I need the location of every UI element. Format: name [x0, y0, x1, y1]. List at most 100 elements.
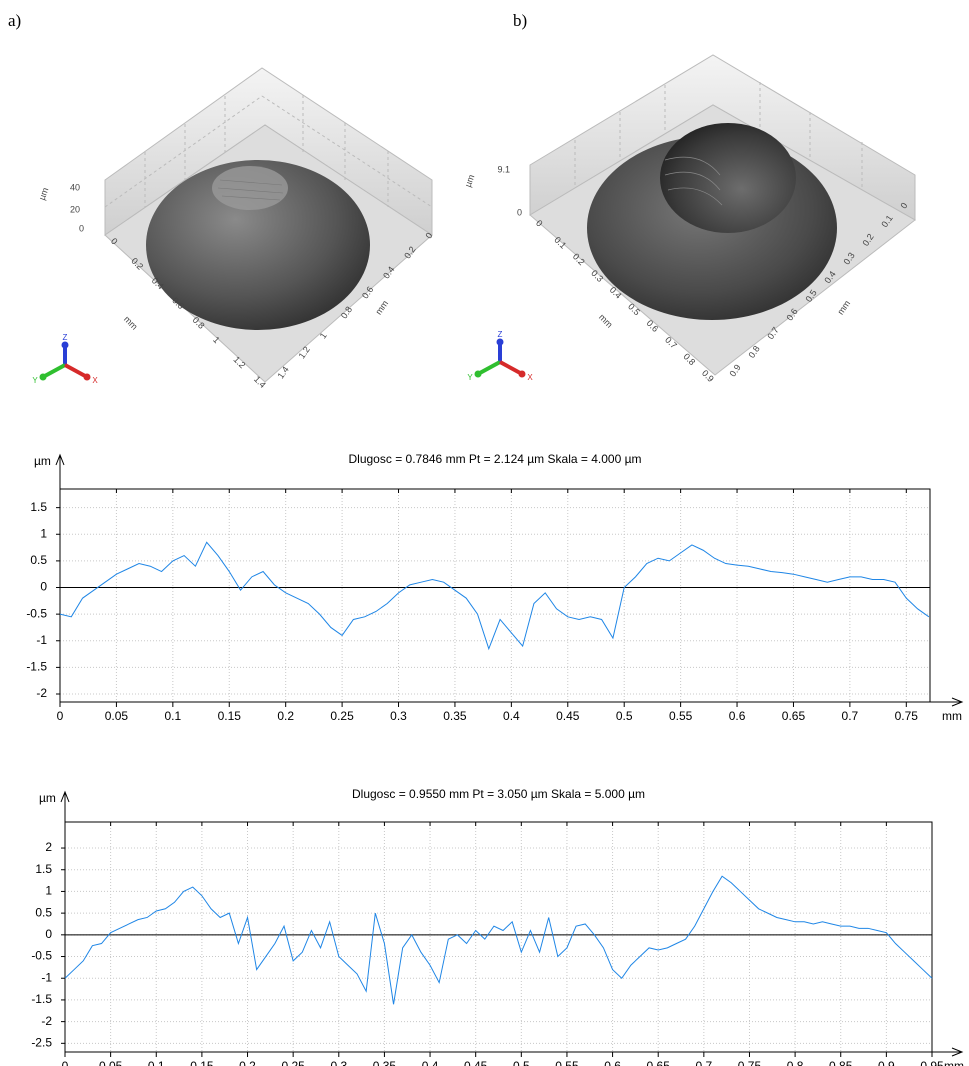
axis-glyph-label: Y	[467, 373, 473, 382]
axis-glyph-tip	[84, 374, 91, 381]
x-tick-label: 0	[62, 1059, 69, 1066]
x-tick-label: 0	[57, 709, 64, 723]
x-tick-label: 0.4	[422, 1059, 439, 1066]
x-tick-label: 0.1	[148, 1059, 165, 1066]
x-tick-label: 0.35	[443, 709, 467, 723]
y-tick-label: 0.5	[30, 553, 47, 567]
y-tick-label: 1	[45, 884, 52, 898]
render-a	[105, 68, 432, 382]
axis-glyph-tip	[475, 371, 482, 378]
x-tick-label: 0.05	[99, 1059, 123, 1066]
x-tick-label: 0.2	[277, 709, 294, 723]
y-tick-label: -0.5	[31, 949, 52, 963]
axis-glyph	[43, 365, 65, 377]
z-tick-label: 0	[79, 223, 84, 233]
x-tick-label: 0.65	[647, 1059, 671, 1066]
plot-frame	[60, 489, 930, 702]
x-tick-label: 0.3	[390, 709, 407, 723]
z-tick-label: 0	[517, 207, 522, 217]
axis-glyph-label: X	[527, 373, 533, 382]
axis-glyph-label: X	[92, 376, 98, 385]
x-tick-label: 0.6	[604, 1059, 621, 1066]
axis-glyph-label: Z	[498, 330, 503, 339]
x-tick-label: 0.55	[669, 709, 693, 723]
axis-glyph-tip	[40, 374, 47, 381]
y-tick-label: -2	[36, 686, 47, 700]
x-tick-label: 0.15	[218, 709, 242, 723]
axis-glyph-label: Y	[32, 376, 38, 385]
axis-label: mm	[122, 314, 140, 332]
x-tick-label: 0.45	[464, 1059, 488, 1066]
axis-tick-label: 0.9	[727, 363, 742, 379]
x-tick-label: 0.5	[616, 709, 633, 723]
axis-glyph-tip	[497, 339, 504, 346]
chart-title: Dlugosc = 0.7846 mm Pt = 2.124 µm Skala …	[349, 452, 642, 466]
render-b	[530, 55, 915, 375]
y-tick-label: -1.5	[26, 660, 47, 674]
z-tick-label: 20	[70, 204, 80, 214]
x-tick-label: 0.65	[782, 709, 806, 723]
plot-frame	[65, 822, 932, 1052]
axis-glyph-tip	[519, 371, 526, 378]
line-chart: Dlugosc = 0.7846 mm Pt = 2.124 µm Skala …	[26, 452, 962, 723]
x-tick-label: 0.25	[281, 1059, 305, 1066]
panel-label: b)	[513, 11, 527, 30]
x-tick-label: 0.25	[330, 709, 354, 723]
x-tick-label: 0.5	[513, 1059, 530, 1066]
x-tick-label: 0.7	[842, 709, 859, 723]
x-tick-label: 0.6	[729, 709, 746, 723]
axis-glyph-tip	[62, 342, 69, 349]
profile-line	[65, 876, 932, 1004]
z-axis-label: µm	[463, 173, 477, 188]
y-tick-label: -0.5	[26, 606, 47, 620]
y-tick-label: -2.5	[31, 1035, 52, 1049]
y-tick-label: 2	[45, 840, 52, 854]
x-tick-label: 0.4	[503, 709, 520, 723]
chart-title: Dlugosc = 0.9550 mm Pt = 3.050 µm Skala …	[352, 787, 645, 801]
axis-label: mm	[597, 312, 615, 330]
x-axis-label: mm	[942, 709, 962, 723]
x-tick-label: 0.35	[373, 1059, 397, 1066]
x-tick-label: 0.7	[695, 1059, 712, 1066]
y-tick-label: -1.5	[31, 992, 52, 1006]
x-tick-label: 0.55	[555, 1059, 579, 1066]
line-chart: Dlugosc = 0.9550 mm Pt = 3.050 µm Skala …	[31, 787, 964, 1066]
x-tick-label: 0.95	[920, 1059, 944, 1066]
x-tick-label: 0.3	[330, 1059, 347, 1066]
axis-glyph-label: Z	[63, 333, 68, 342]
x-tick-label: 0.85	[829, 1059, 853, 1066]
y-tick-label: 1	[40, 526, 47, 540]
x-tick-label: 0.45	[556, 709, 580, 723]
axis-glyph	[65, 365, 87, 377]
y-tick-label: 1.5	[30, 500, 47, 514]
figure: a)µm4020000.20.40.60.811.21.400.20.40.60…	[0, 0, 969, 1066]
y-tick-label: 0.5	[35, 905, 52, 919]
panel-label: a)	[8, 11, 21, 30]
axis-label: mm	[373, 298, 390, 316]
axis-glyph	[500, 362, 522, 374]
x-tick-label: 0.05	[105, 709, 129, 723]
z-tick-label: 40	[70, 182, 80, 192]
y-tick-label: -1	[41, 970, 52, 984]
y-axis-label: µm	[39, 791, 56, 805]
axis-tick-label: 1	[318, 331, 329, 341]
x-axis-label: mm	[944, 1059, 964, 1066]
axis-label: mm	[835, 298, 852, 316]
y-tick-label: 0	[40, 580, 47, 594]
x-tick-label: 0.75	[738, 1059, 762, 1066]
y-tick-label: -2	[41, 1014, 52, 1028]
x-tick-label: 0.1	[164, 709, 181, 723]
y-axis-label: µm	[34, 454, 51, 468]
y-tick-label: 1.5	[35, 862, 52, 876]
x-tick-label: 0.75	[895, 709, 919, 723]
z-axis-label: µm	[37, 186, 51, 201]
axis-glyph	[478, 362, 500, 374]
x-tick-label: 0.9	[878, 1059, 895, 1066]
profile-line	[60, 542, 929, 649]
z-tick-label: 9.1	[497, 164, 510, 174]
y-tick-label: -1	[36, 633, 47, 647]
x-tick-label: 0.2	[239, 1059, 256, 1066]
y-tick-label: 0	[45, 927, 52, 941]
x-tick-label: 0.15	[190, 1059, 214, 1066]
x-tick-label: 0.8	[787, 1059, 804, 1066]
